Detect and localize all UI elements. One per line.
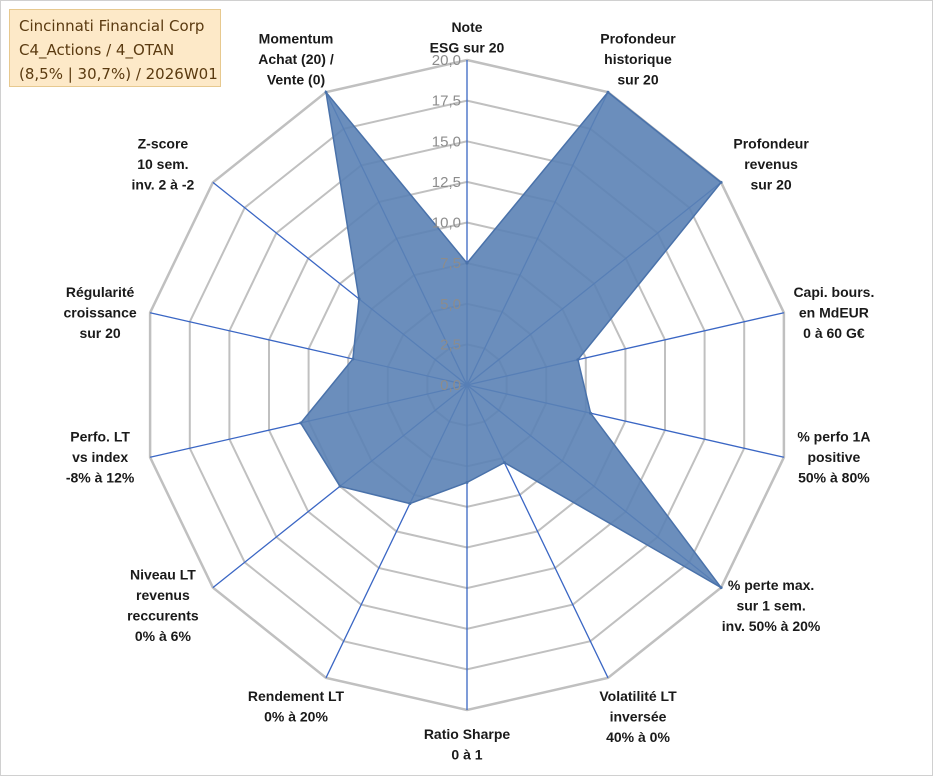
axis-label-line: Z-score (138, 136, 189, 152)
axis-label-line: sur 20 (750, 177, 791, 193)
axis-label: Z-score 10 sem. inv. 2 à -2 (132, 136, 195, 193)
axis-label-line: 40% à 0% (606, 729, 670, 745)
axis-label: Ratio Sharpe 0 à 1 (424, 726, 511, 763)
data-point (589, 411, 593, 415)
info-box: Cincinnati Financial Corp C4_Actions / 4… (9, 9, 221, 87)
axis-label-line: Profondeur (600, 31, 676, 47)
data-point (576, 358, 580, 362)
data-point (502, 461, 506, 465)
axis-label: Profondeur revenus sur 20 (733, 136, 809, 193)
axis-label-line: 0 à 60 G€ (803, 325, 865, 341)
axis-label-line: Perfo. LT (70, 429, 130, 445)
axis-label-line: sur 1 sem. (736, 597, 805, 613)
portfolio-stats: (8,5% | 30,7%) / 2026W01 (19, 65, 218, 83)
axis-label: Note ESG sur 20 (430, 19, 505, 56)
axis-label-line: revenus (744, 156, 798, 172)
axis-label: Volatilité LT inversée 40% à 0% (599, 688, 677, 745)
axis-label-line: Profondeur (733, 136, 809, 152)
axis-label: Momentum Achat (20) / Vente (0) (258, 31, 334, 88)
axis-label-line: Achat (20) / (258, 51, 334, 67)
axis-label-line: Rendement LT (248, 688, 345, 704)
portfolio-name: C4_Actions / 4_OTAN (19, 41, 175, 59)
axis-label-line: vs index (72, 449, 128, 465)
tick-label: 7,5 (440, 255, 461, 272)
data-point (719, 586, 723, 590)
radar-tick-labels: 0,0 2,5 5,0 7,5 10,0 12,5 15,0 17,5 20,0 (432, 52, 461, 394)
axis-label-line: -8% à 12% (66, 470, 135, 486)
axis-label-line: reccurents (127, 608, 199, 624)
axis-label-line: inversée (610, 708, 667, 724)
tick-label: 10,0 (432, 215, 461, 232)
axis-label: Niveau LT revenus reccurents 0% à 6% (127, 567, 199, 645)
data-point (351, 357, 355, 361)
axis-label-line: positive (807, 449, 860, 465)
data-point (408, 502, 412, 506)
axis-label-line: Capi. bours. (793, 284, 874, 300)
axis-label-line: inv. 2 à -2 (132, 177, 195, 193)
axis-label-line: 0 à 1 (451, 747, 482, 763)
data-point (324, 90, 328, 94)
series-area (299, 89, 723, 589)
axis-label-line: 10 sem. (137, 156, 188, 172)
tick-label: 0,0 (440, 377, 461, 394)
axis-label: Régularité croissance sur 20 (64, 284, 137, 341)
axis-label: % perte max. sur 1 sem. inv. 50% à 20% (722, 577, 821, 634)
axis-label-line: en MdEUR (799, 304, 869, 320)
axis-label-line: Régularité (66, 284, 135, 300)
axis-label-line: 50% à 80% (798, 470, 870, 486)
axis-label: Perfo. LT vs index -8% à 12% (66, 429, 135, 486)
axis-label-line: 0% à 20% (264, 708, 328, 724)
axis-label-line: Momentum (259, 31, 334, 47)
axis-label-line: revenus (136, 587, 190, 603)
company-name: Cincinnati Financial Corp (19, 17, 205, 35)
data-point (465, 261, 469, 265)
data-point (338, 484, 342, 488)
axis-label: Profondeur historique sur 20 (600, 31, 676, 88)
axis-label-line: Niveau LT (130, 567, 196, 583)
data-point (719, 180, 723, 184)
axis-label-line: Volatilité LT (599, 688, 677, 704)
tick-label: 5,0 (440, 296, 461, 313)
radar-axis-labels: Note ESG sur 20 Profondeur historique sur 20… (64, 19, 875, 763)
axis-label-line: Ratio Sharpe (424, 726, 511, 742)
axis-label-line: 0% à 6% (135, 628, 192, 644)
axis-label-line: % perfo 1A (797, 429, 870, 445)
axis-label-line: % perte max. (728, 577, 814, 593)
tick-label: 20,0 (432, 52, 461, 69)
axis-label: Capi. bours. en MdEUR 0 à 60 G€ (793, 284, 874, 341)
tick-label: 15,0 (432, 133, 461, 150)
axis-label: Rendement LT 0% à 20% (248, 688, 345, 725)
axis-label-line: ESG sur 20 (430, 40, 505, 56)
tick-label: 2,5 (440, 336, 461, 353)
tick-label: 12,5 (432, 174, 461, 191)
axis-label-line: Vente (0) (267, 72, 325, 88)
data-point (299, 421, 303, 425)
axis-label-line: Note (451, 19, 482, 35)
data-point (465, 481, 469, 484)
radar-series (299, 89, 723, 590)
axis-label: % perfo 1A positive 50% à 80% (797, 429, 870, 486)
axis-label-line: inv. 50% à 20% (722, 618, 821, 634)
axis-label-line: historique (604, 51, 672, 67)
axis-label-line: sur 20 (79, 325, 120, 341)
tick-label: 17,5 (432, 93, 461, 110)
axis-label-line: sur 20 (617, 72, 658, 88)
axis-label-line: croissance (64, 304, 137, 320)
data-point (357, 297, 361, 301)
data-point (606, 90, 610, 94)
